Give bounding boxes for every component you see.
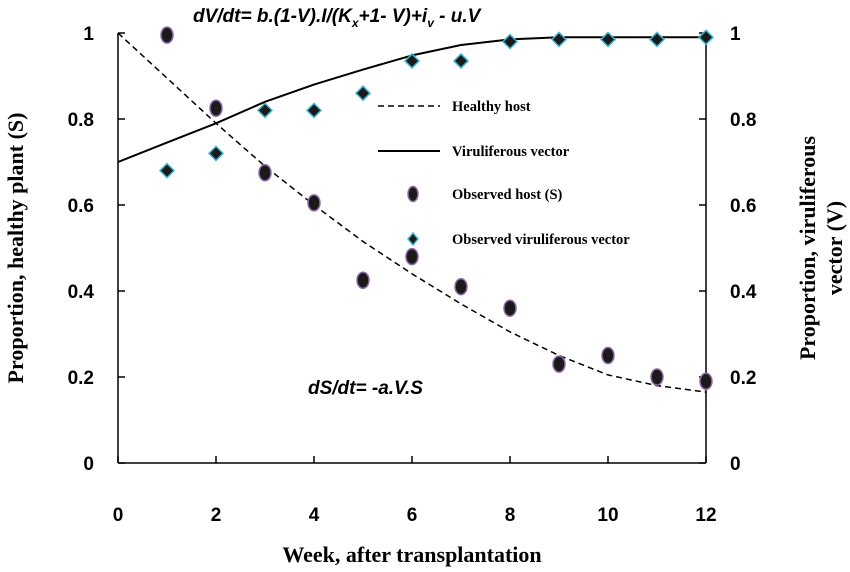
observed-vector-point (648, 31, 666, 48)
equation-top-sub2: v (427, 16, 435, 30)
observed-vector-point (207, 145, 225, 162)
observed-host-point (258, 164, 272, 182)
x-tick-label: 2 (211, 505, 222, 526)
observed-host-point (356, 271, 370, 289)
equation-top: dV/dt= b.(1-V).I/(Kx+1- V)+iv - u.V (193, 6, 482, 30)
legend-label-viruliferous-vector: Viruliferous vector (452, 144, 570, 160)
observed-vector-point (501, 33, 519, 50)
observed-vector-point (256, 102, 274, 119)
right-y-tick-label: 0.6 (730, 196, 756, 217)
observed-host-point (650, 368, 664, 386)
legend-label-healthy-host: Healthy host (452, 99, 531, 115)
equation-top-end: - u.V (434, 6, 482, 27)
legend-swatch-observed-host (407, 185, 419, 203)
observed-host-point (601, 346, 615, 365)
right-y-tick-label: 1 (730, 24, 741, 45)
observed-host-point (405, 247, 419, 266)
right-y-axis-title-line1: Proportion, viruliferous (795, 136, 820, 361)
right-y-tick-label: 0 (730, 454, 741, 475)
observed-host-point (307, 194, 321, 212)
equation-bottom: dS/dt= -a.V.S (308, 378, 423, 399)
left-y-tick-label: 0.6 (68, 196, 94, 217)
observed-vector-point (158, 162, 176, 179)
left-y-tick-label: 1 (83, 24, 94, 45)
left-y-axis-title: Proportion, healthy plant (S) (3, 113, 28, 384)
left-y-tick-label: 0 (83, 454, 94, 475)
equation-top-sub1: x (351, 16, 360, 30)
healthy-host-line (117, 32, 707, 393)
observed-host-point (160, 26, 174, 44)
observed-host-point (209, 99, 223, 117)
x-tick-label: 10 (597, 505, 618, 526)
left-y-tick-label: 0.4 (68, 282, 95, 303)
observed-host-point (552, 355, 566, 373)
axis-ticks: 0 2 4 6 8 10 12 0 0 0.2 0.2 0.4 0.4 0.6 0.6 0.8 0.8 1 1 (68, 24, 757, 526)
legend: Healthy host Viruliferous vector Observe… (378, 99, 630, 248)
x-axis-title: Week, after transplantation (282, 542, 541, 567)
series-layer (117, 26, 715, 393)
observed-vector-point (305, 102, 323, 119)
right-y-tick-label: 0.2 (730, 368, 756, 389)
equation-top-main: dV/dt= b.(1-V).I/(K (193, 6, 353, 27)
x-tick-label: 6 (407, 505, 418, 526)
observed-host-point (699, 372, 713, 391)
right-y-axis-title-line2: vector (V) (822, 201, 847, 295)
legend-swatch-observed-vector (407, 231, 419, 247)
observed-vector-point (354, 85, 372, 102)
observed-vector-point (697, 29, 715, 46)
x-tick-label: 12 (695, 505, 716, 526)
x-tick-label: 0 (113, 505, 124, 526)
left-y-tick-label: 0.2 (68, 368, 94, 389)
observed-host-point (503, 299, 517, 317)
observed-vector-point (550, 31, 568, 48)
legend-label-observed-vector: Observed viruliferous vector (452, 232, 630, 248)
x-tick-label: 8 (505, 505, 516, 526)
observed-vector-point (599, 31, 617, 48)
x-tick-label: 4 (309, 505, 320, 526)
observed-vector-point (452, 52, 470, 70)
left-y-tick-label: 0.8 (68, 110, 94, 131)
equation-top-mid: +1- V)+i (359, 6, 428, 27)
right-y-tick-label: 0.4 (730, 282, 757, 303)
observed-vector-point (403, 52, 421, 70)
legend-label-observed-host: Observed host (S) (452, 187, 563, 203)
right-y-tick-label: 0.8 (730, 110, 756, 131)
observed-host-point (454, 277, 468, 296)
